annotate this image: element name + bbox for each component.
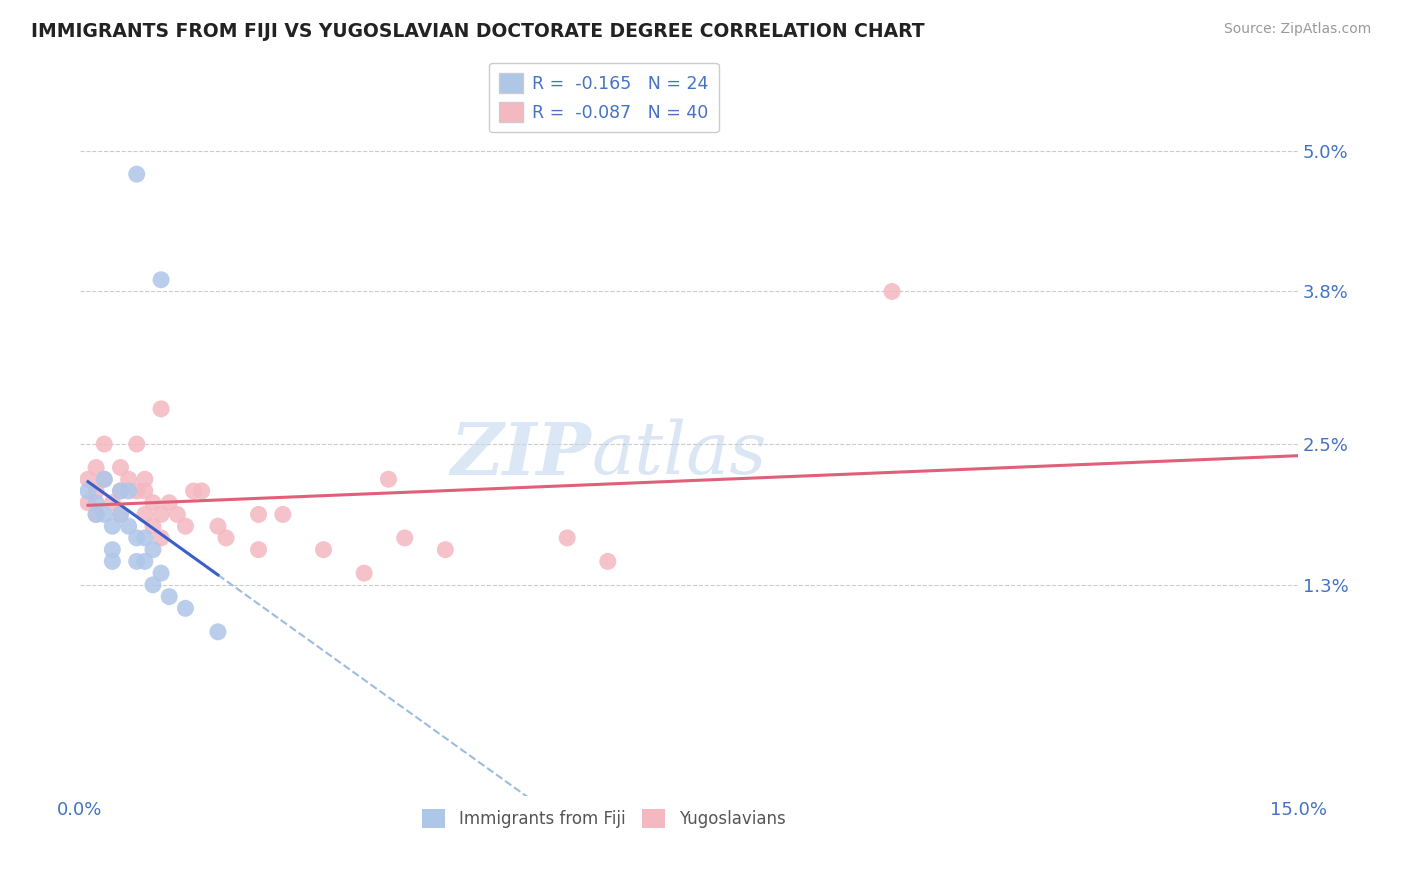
- Point: [142, 519, 165, 533]
- Point: [880, 285, 903, 299]
- Point: [110, 460, 132, 475]
- Point: [134, 508, 156, 522]
- Point: [142, 542, 165, 557]
- Point: [142, 496, 165, 510]
- Point: [183, 483, 205, 498]
- Point: [150, 273, 173, 287]
- Point: [84, 496, 107, 510]
- Legend: Immigrants from Fiji, Yugoslavians: Immigrants from Fiji, Yugoslavians: [415, 803, 792, 835]
- Text: atlas: atlas: [592, 419, 768, 490]
- Text: IMMIGRANTS FROM FIJI VS YUGOSLAVIAN DOCTORATE DEGREE CORRELATION CHART: IMMIGRANTS FROM FIJI VS YUGOSLAVIAN DOCT…: [31, 22, 925, 41]
- Point: [125, 483, 148, 498]
- Point: [555, 531, 578, 545]
- Point: [93, 472, 115, 486]
- Point: [117, 519, 139, 533]
- Point: [77, 472, 100, 486]
- Point: [134, 483, 156, 498]
- Point: [596, 554, 619, 568]
- Point: [110, 508, 132, 522]
- Text: Source: ZipAtlas.com: Source: ZipAtlas.com: [1223, 22, 1371, 37]
- Point: [110, 483, 132, 498]
- Point: [84, 508, 107, 522]
- Point: [157, 590, 180, 604]
- Point: [77, 483, 100, 498]
- Point: [215, 531, 238, 545]
- Point: [134, 472, 156, 486]
- Point: [110, 483, 132, 498]
- Point: [207, 624, 229, 639]
- Point: [84, 483, 107, 498]
- Point: [247, 542, 270, 557]
- Point: [93, 437, 115, 451]
- Point: [157, 496, 180, 510]
- Point: [125, 554, 148, 568]
- Point: [125, 437, 148, 451]
- Point: [166, 508, 188, 522]
- Point: [174, 601, 197, 615]
- Point: [117, 472, 139, 486]
- Point: [150, 566, 173, 581]
- Point: [101, 519, 124, 533]
- Point: [394, 531, 416, 545]
- Point: [434, 542, 457, 557]
- Point: [101, 496, 124, 510]
- Point: [125, 531, 148, 545]
- Point: [312, 542, 335, 557]
- Point: [377, 472, 399, 486]
- Point: [207, 519, 229, 533]
- Point: [134, 554, 156, 568]
- Point: [271, 508, 294, 522]
- Point: [110, 508, 132, 522]
- Point: [353, 566, 375, 581]
- Point: [247, 508, 270, 522]
- Point: [134, 531, 156, 545]
- Point: [93, 508, 115, 522]
- Point: [77, 496, 100, 510]
- Point: [150, 531, 173, 545]
- Point: [150, 401, 173, 416]
- Point: [84, 508, 107, 522]
- Point: [117, 483, 139, 498]
- Point: [84, 460, 107, 475]
- Point: [101, 542, 124, 557]
- Point: [93, 472, 115, 486]
- Point: [101, 554, 124, 568]
- Point: [150, 508, 173, 522]
- Text: ZIP: ZIP: [451, 418, 592, 490]
- Point: [190, 483, 212, 498]
- Point: [142, 578, 165, 592]
- Point: [125, 167, 148, 181]
- Point: [174, 519, 197, 533]
